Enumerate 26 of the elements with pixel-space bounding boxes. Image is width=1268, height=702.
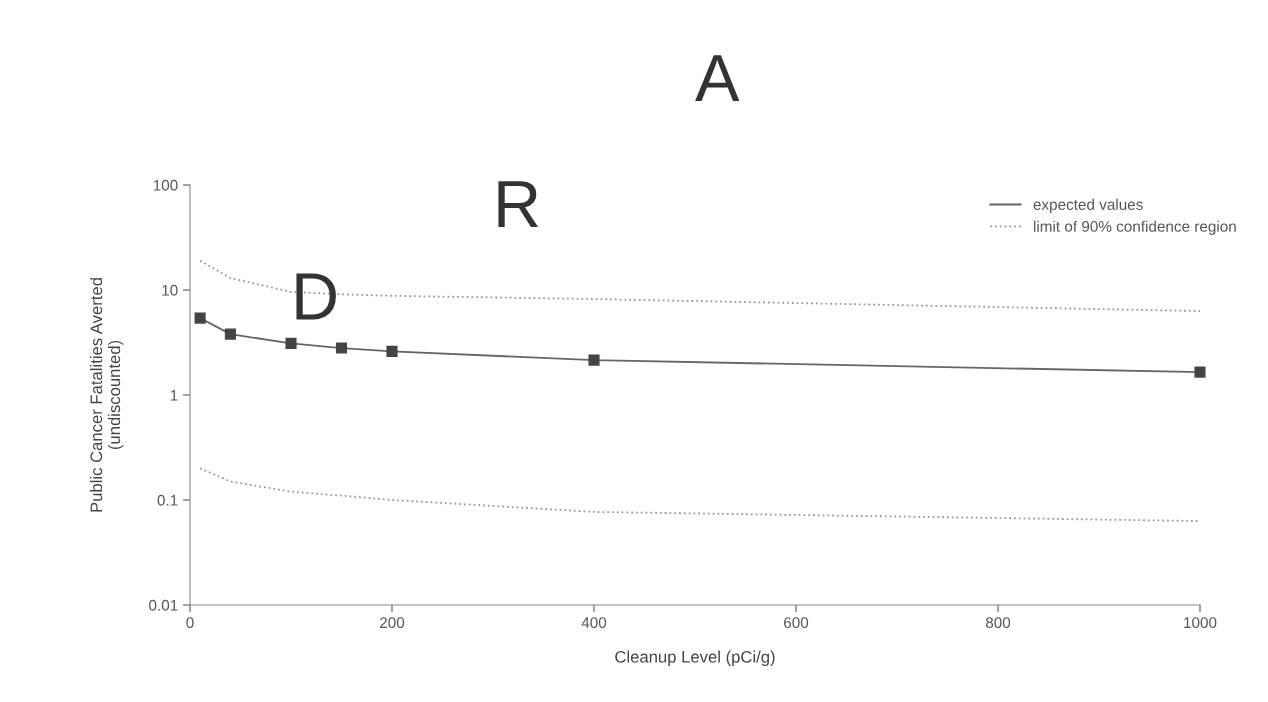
legend-label: limit of 90% confidence region — [1033, 220, 1236, 235]
x-axis-title: Cleanup Level (pCi/g) — [615, 650, 775, 667]
line-series — [199, 467, 1201, 522]
x-tick-label: 600 — [784, 617, 809, 629]
text: A — [695, 55, 740, 101]
annotation: D — [296, 273, 336, 320]
annotation: R — [498, 181, 539, 227]
x-tick-label: 800 — [985, 617, 1011, 629]
point — [588, 354, 600, 366]
x-tick-label: 0 — [186, 617, 194, 629]
y-tick-label: 10 — [162, 284, 178, 296]
point — [194, 312, 206, 324]
point — [386, 345, 398, 357]
y-tick-label: 1 — [170, 390, 178, 401]
x-tick-label: 400 — [581, 617, 607, 629]
point — [285, 337, 297, 349]
legend-label: expected values — [1033, 198, 1143, 213]
y-axis-title: Public Cancer Fatalities Averted (undiscounted) — [89, 278, 124, 512]
x-tick-label: 1000 — [1184, 617, 1217, 629]
y-tick-label: 0.1 — [157, 494, 178, 506]
point — [224, 328, 236, 340]
point — [335, 342, 348, 354]
y-tick-label: 0.01 — [149, 599, 178, 611]
x-tick-label: 200 — [380, 617, 405, 629]
point — [1194, 366, 1206, 378]
y-tick-label: 100 — [153, 179, 178, 191]
